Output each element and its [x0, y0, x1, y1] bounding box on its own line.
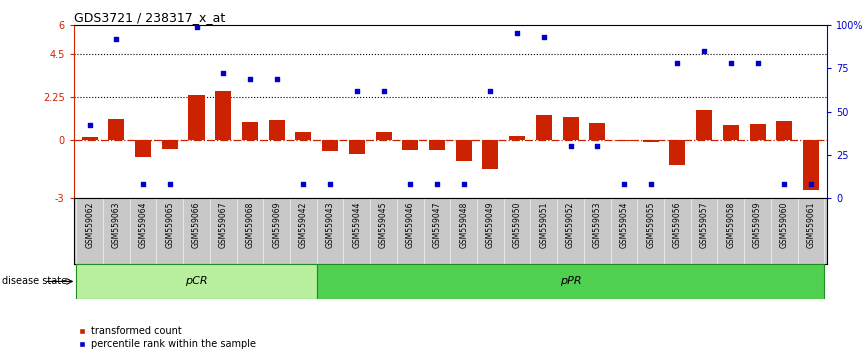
Text: GSM559047: GSM559047: [432, 201, 442, 248]
Point: [643, 182, 657, 187]
Text: GSM559045: GSM559045: [379, 201, 388, 248]
Text: GSM559066: GSM559066: [192, 201, 201, 248]
Bar: [162, 141, 178, 149]
Text: GSM559054: GSM559054: [619, 201, 629, 248]
Bar: [402, 141, 418, 150]
Bar: [268, 120, 285, 141]
Text: GSM559048: GSM559048: [459, 201, 469, 248]
Text: GSM559051: GSM559051: [540, 201, 548, 248]
Text: GSM559067: GSM559067: [219, 201, 228, 248]
Point: [564, 143, 578, 149]
Bar: [349, 141, 365, 154]
Point: [163, 182, 177, 187]
Point: [537, 34, 551, 40]
Point: [377, 88, 391, 93]
Bar: [482, 141, 499, 169]
Bar: [456, 141, 472, 161]
Bar: [803, 141, 819, 190]
Text: pCR: pCR: [185, 276, 208, 286]
Text: GSM559060: GSM559060: [779, 201, 789, 248]
Bar: [216, 91, 231, 141]
Point: [456, 182, 470, 187]
Text: GSM559061: GSM559061: [806, 201, 816, 248]
Text: GSM559064: GSM559064: [139, 201, 147, 248]
Text: GDS3721 / 238317_x_at: GDS3721 / 238317_x_at: [74, 11, 225, 24]
Point: [216, 70, 230, 76]
Bar: [76, 264, 317, 299]
Point: [136, 182, 150, 187]
Point: [591, 143, 604, 149]
Bar: [295, 132, 312, 141]
Text: GSM559053: GSM559053: [592, 201, 602, 248]
Bar: [669, 141, 685, 165]
Point: [510, 30, 524, 36]
Text: GSM559057: GSM559057: [700, 201, 708, 248]
Point: [296, 182, 310, 187]
Text: GSM559059: GSM559059: [753, 201, 762, 248]
Bar: [563, 117, 578, 141]
Text: GSM559062: GSM559062: [85, 201, 94, 248]
Point: [697, 48, 711, 53]
Text: GSM559063: GSM559063: [112, 201, 121, 248]
Bar: [242, 122, 258, 141]
Text: GSM559043: GSM559043: [326, 201, 334, 248]
Bar: [429, 141, 445, 150]
Bar: [317, 264, 824, 299]
Bar: [643, 141, 659, 142]
Bar: [189, 95, 204, 141]
Text: GSM559044: GSM559044: [352, 201, 361, 248]
Text: GSM559049: GSM559049: [486, 201, 494, 248]
Bar: [696, 110, 712, 141]
Text: GSM559052: GSM559052: [566, 201, 575, 248]
Text: GSM559068: GSM559068: [245, 201, 255, 248]
Text: GSM559055: GSM559055: [646, 201, 656, 248]
Point: [430, 182, 444, 187]
Text: GSM559046: GSM559046: [406, 201, 415, 248]
Text: GSM559050: GSM559050: [513, 201, 521, 248]
Text: GSM559042: GSM559042: [299, 201, 308, 248]
Point: [190, 24, 204, 29]
Point: [804, 182, 818, 187]
Bar: [322, 141, 338, 151]
Bar: [723, 125, 739, 141]
Point: [724, 60, 738, 66]
Bar: [108, 119, 125, 141]
Point: [670, 60, 684, 66]
Bar: [589, 123, 605, 141]
Legend: transformed count, percentile rank within the sample: transformed count, percentile rank withi…: [79, 326, 256, 349]
Text: disease state: disease state: [2, 276, 67, 286]
Text: GSM559056: GSM559056: [673, 201, 682, 248]
Point: [83, 122, 97, 128]
Text: pPR: pPR: [559, 276, 581, 286]
Bar: [509, 136, 525, 141]
Point: [751, 60, 765, 66]
Point: [483, 88, 497, 93]
Text: GSM559069: GSM559069: [272, 201, 281, 248]
Bar: [135, 141, 151, 157]
Point: [243, 76, 257, 81]
Bar: [750, 124, 766, 141]
Point: [109, 36, 123, 41]
Point: [269, 76, 283, 81]
Point: [404, 182, 417, 187]
Bar: [536, 115, 552, 141]
Point: [350, 88, 364, 93]
Text: GSM559058: GSM559058: [727, 201, 735, 248]
Text: GSM559065: GSM559065: [165, 201, 174, 248]
Point: [617, 182, 631, 187]
Bar: [776, 121, 792, 141]
Bar: [81, 137, 98, 141]
Bar: [376, 132, 391, 141]
Point: [323, 182, 337, 187]
Point: [778, 182, 792, 187]
